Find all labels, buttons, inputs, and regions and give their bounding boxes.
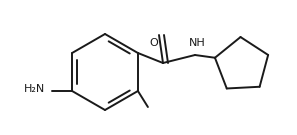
Text: H₂N: H₂N	[23, 84, 45, 94]
Text: NH: NH	[189, 38, 205, 48]
Text: O: O	[150, 38, 158, 48]
